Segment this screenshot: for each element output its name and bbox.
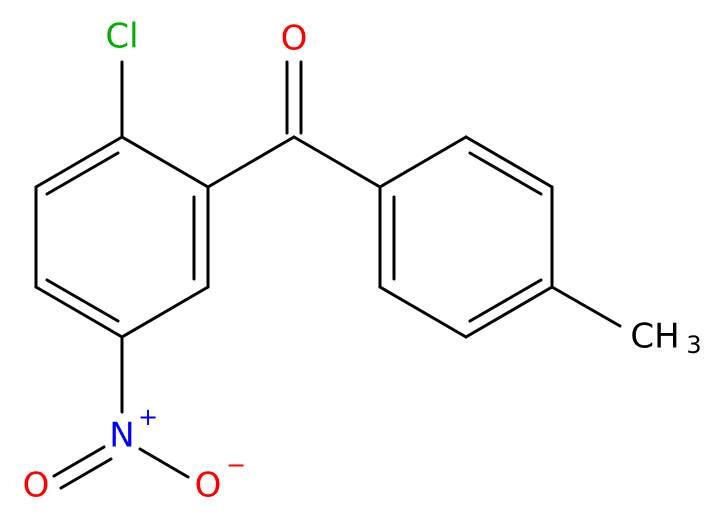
bond <box>120 135 210 189</box>
bond <box>45 278 120 323</box>
bond <box>34 285 124 339</box>
bond <box>120 285 210 339</box>
bond <box>206 135 296 189</box>
bond <box>45 151 120 196</box>
bond <box>52 445 106 478</box>
atom-label: CH <box>630 317 679 357</box>
atom-label: Cl <box>105 17 138 57</box>
bond <box>464 285 554 339</box>
bond <box>138 447 190 479</box>
bond <box>34 135 124 189</box>
atom-label: O <box>281 19 308 59</box>
bond <box>378 285 468 339</box>
bond <box>59 457 113 490</box>
bond <box>468 151 543 196</box>
bond <box>464 135 554 189</box>
bond <box>468 278 543 323</box>
atom-charge: − <box>226 451 246 479</box>
bond <box>378 135 468 189</box>
atom-subscript: 3 <box>686 331 701 359</box>
atom-label: O <box>23 466 50 506</box>
bonds <box>34 60 622 490</box>
bond <box>292 135 382 189</box>
atom-label: O <box>195 466 222 506</box>
atom-charge: + <box>138 403 158 431</box>
atom-label: N <box>109 416 134 456</box>
bond <box>550 285 622 328</box>
